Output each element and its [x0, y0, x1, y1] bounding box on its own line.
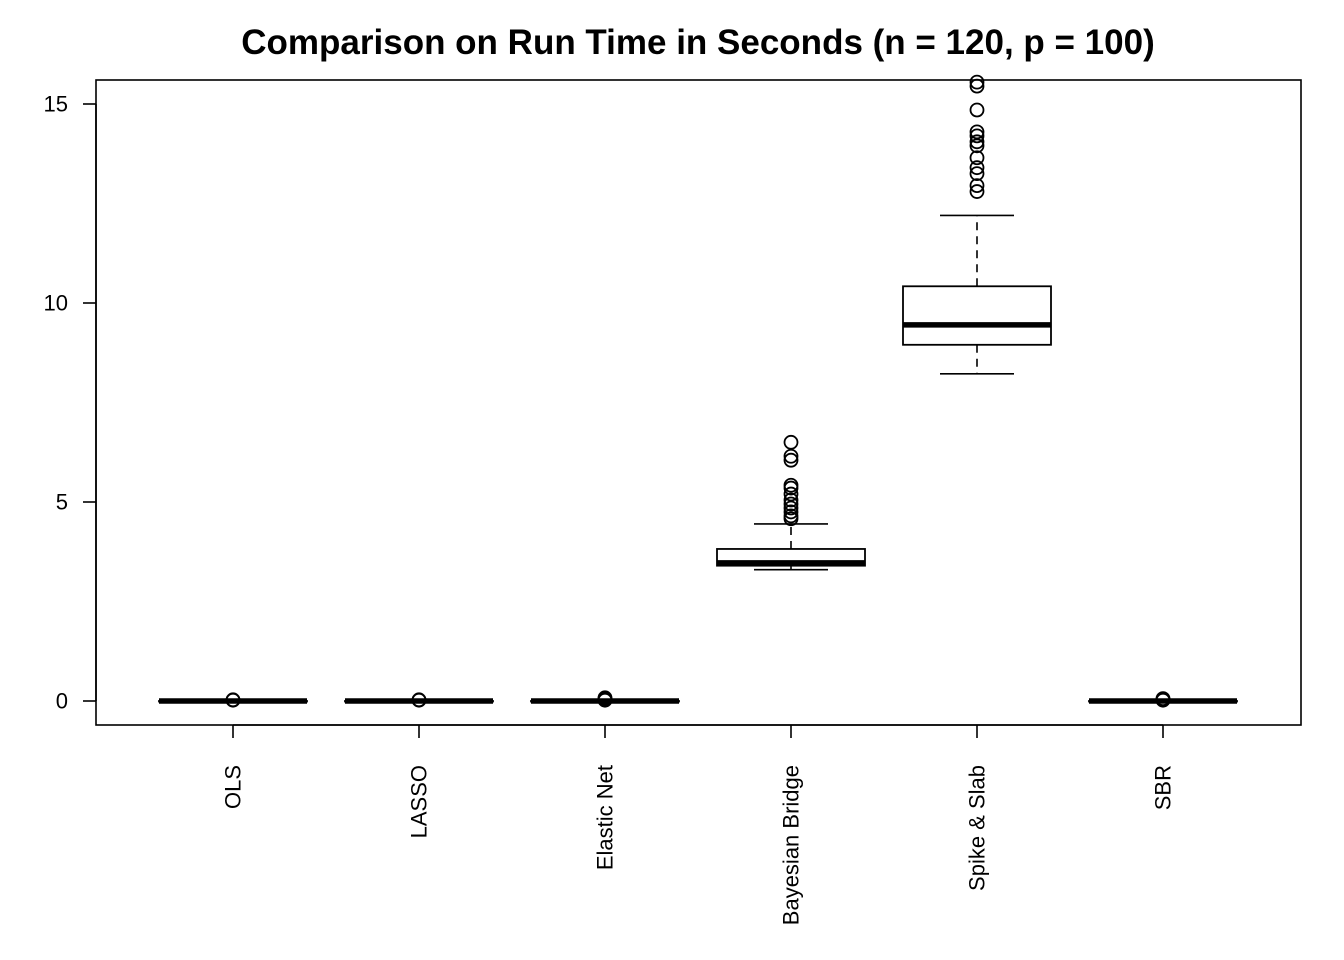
outlier-point	[783, 508, 799, 524]
outlier-point	[969, 102, 985, 118]
box-elastic-net	[530, 690, 680, 708]
outlier-point	[969, 150, 985, 166]
outlier-point	[969, 178, 985, 193]
box-bayesian-bridge	[716, 434, 866, 571]
x-category-label: OLS	[221, 765, 246, 809]
outlier-point	[969, 134, 985, 150]
outlier-point	[411, 692, 427, 708]
outlier-point	[783, 492, 799, 508]
outlier-point	[783, 452, 799, 468]
outlier-point	[783, 434, 799, 450]
x-category-label: LASSO	[407, 765, 432, 838]
outlier-point	[783, 477, 799, 493]
outlier-point	[1155, 691, 1171, 707]
x-category-label: Elastic Net	[593, 765, 618, 870]
plot-frame	[95, 79, 1302, 726]
chart-title: Comparison on Run Time in Seconds (n = 1…	[241, 23, 1154, 62]
outlier-point	[969, 166, 985, 182]
outlier-point	[783, 448, 799, 464]
y-tick-label: 5	[56, 490, 68, 515]
outlier-point	[597, 690, 613, 706]
outlier-point	[969, 160, 985, 176]
outlier-point	[225, 692, 241, 708]
x-category-label: Bayesian Bridge	[779, 765, 804, 925]
outlier-point	[969, 74, 985, 90]
outlier-point	[969, 78, 985, 94]
y-axis: 0 5 10 15	[44, 92, 97, 714]
outlier-point	[783, 486, 799, 502]
y-tick-label: 15	[44, 92, 68, 117]
y-tick-label: 10	[44, 291, 68, 316]
x-category-label: Spike & Slab	[965, 765, 990, 891]
outlier-point	[969, 184, 985, 199]
box-lasso	[344, 692, 494, 708]
x-category-label: SBR	[1151, 765, 1176, 810]
iqr-box	[902, 285, 1052, 346]
x-axis: OLS LASSO Elastic Net Bayesian Bridge Spike …	[221, 724, 1176, 925]
outlier-point	[783, 496, 799, 512]
outlier-point	[969, 128, 985, 144]
box-spike-slab	[902, 74, 1052, 375]
outlier-point	[783, 500, 799, 516]
box-ols	[158, 692, 308, 708]
box-sbr	[1088, 691, 1238, 708]
outlier-point	[969, 138, 985, 154]
box-group	[158, 74, 1238, 708]
outlier-point	[969, 124, 985, 140]
y-tick-label: 0	[56, 689, 68, 714]
outlier-point	[783, 504, 799, 520]
